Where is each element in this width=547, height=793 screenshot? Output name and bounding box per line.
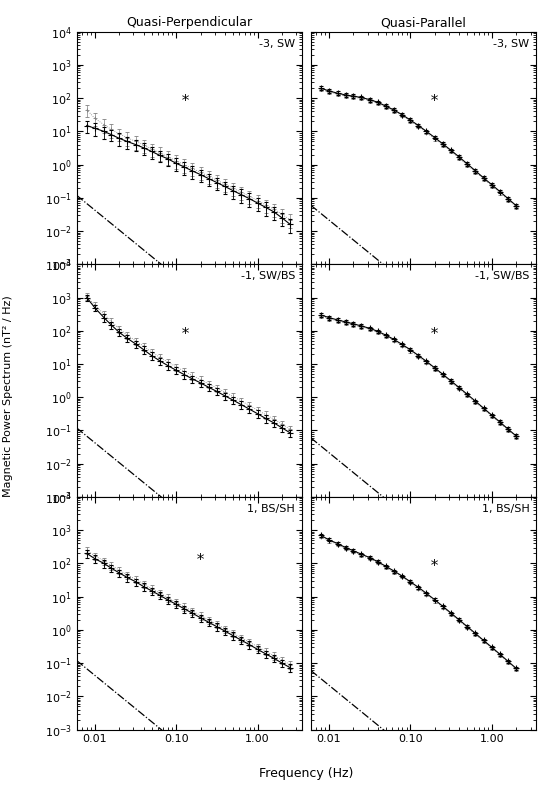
Text: -1, SW/BS: -1, SW/BS bbox=[475, 271, 529, 282]
Text: 1, BS/SH: 1, BS/SH bbox=[247, 504, 295, 514]
Text: 1, BS/SH: 1, BS/SH bbox=[481, 504, 529, 514]
Text: *: * bbox=[430, 327, 439, 342]
Text: *: * bbox=[181, 94, 190, 109]
Text: *: * bbox=[181, 327, 190, 342]
Text: -3, SW: -3, SW bbox=[259, 39, 295, 48]
Text: Magnetic Power Spectrum (nT² / Hz): Magnetic Power Spectrum (nT² / Hz) bbox=[3, 296, 13, 497]
Text: *: * bbox=[430, 559, 439, 574]
Title: Quasi-Perpendicular: Quasi-Perpendicular bbox=[126, 16, 252, 29]
Text: *: * bbox=[430, 94, 439, 109]
Title: Quasi-Parallel: Quasi-Parallel bbox=[381, 16, 467, 29]
Text: *: * bbox=[196, 554, 205, 569]
Text: Frequency (Hz): Frequency (Hz) bbox=[259, 767, 353, 780]
Text: -1, SW/BS: -1, SW/BS bbox=[241, 271, 295, 282]
Text: -3, SW: -3, SW bbox=[493, 39, 529, 48]
